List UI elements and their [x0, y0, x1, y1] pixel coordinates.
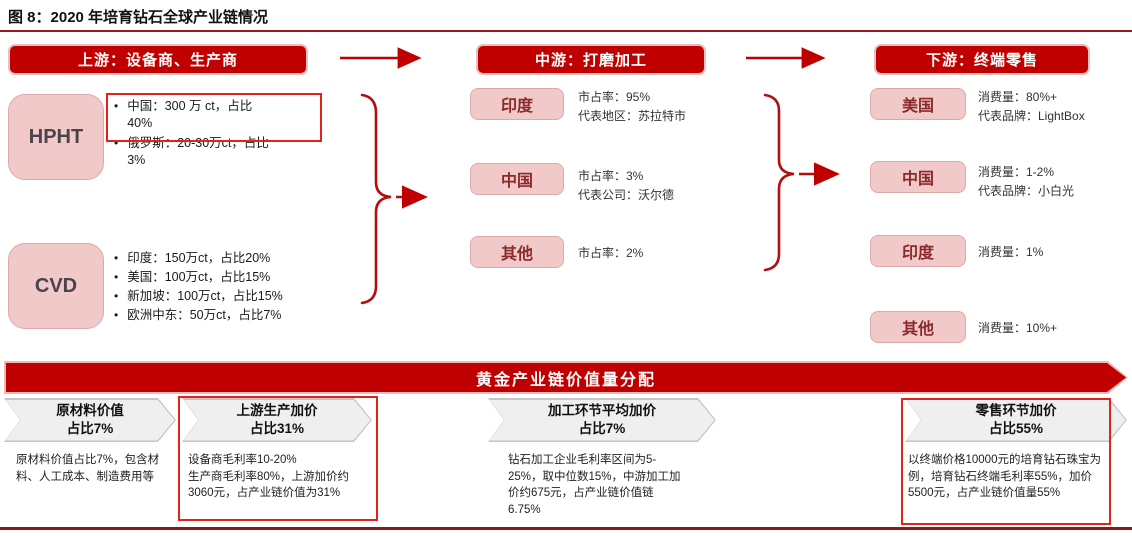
stage-raw-material-desc: 原材料价值占比7%，包含材料、人工成本、制造费用等: [16, 454, 160, 483]
downstream-tag-others: 其他: [870, 311, 966, 343]
stage-retail-markup-desc: 以终端价格10000元的培育钻石珠宝为例，培育钻石终端毛利率55%，加价5500…: [908, 454, 1101, 500]
stage-processing-markup: 加工环节平均加价 占比7%: [488, 398, 716, 442]
midstream-tag-others: 其他: [470, 236, 564, 268]
downstream-tag-usa: 美国: [870, 88, 966, 120]
highlight-box-upstream-markup: [178, 396, 378, 521]
downstream-tag-china: 中国: [870, 161, 966, 193]
stage-retail-markup-title: 零售环节加价 占比55%: [907, 400, 1126, 441]
cvd-bullet-india-text: 印度：150万ct，占比20%: [127, 251, 271, 265]
hpht-bullet-russia: 俄罗斯：20-30万ct，占比 3%: [114, 135, 326, 169]
cvd-bullet-india: 印度：150万ct，占比20%: [114, 250, 348, 267]
stage-upstream-markup-desc: 设备商毛利率10-20% 生产商毛利率80%，上游加价约3060元，占产业链价值…: [188, 454, 350, 500]
cvd-bullet-usa-text: 美国：100万ct，占比15%: [127, 269, 271, 284]
midstream-info-india: 市占率：95% 代表地区：苏拉特市: [578, 90, 687, 123]
upstream-header: 上游：设备商、生产商: [8, 44, 308, 75]
hpht-bullet-list: 中国：300 万 ct，占比 40% 俄罗斯：20-30万ct，占比 3%: [114, 98, 326, 169]
midstream-header: 中游：打磨加工: [476, 44, 706, 75]
figure-title: 图 8：2020 年培育钻石全球产业链情况: [8, 9, 269, 26]
stage-processing-markup-title: 加工环节平均加价 占比7%: [490, 400, 715, 441]
hpht-bullet-china: 中国：300 万 ct，占比 40%: [114, 98, 326, 132]
midstream-tag-china: 中国: [470, 163, 564, 195]
stage-raw-material: 原材料价值 占比7%: [4, 398, 176, 442]
cvd-bullet-list: 印度：150万ct，占比20% 美国：100万ct，占比15% 新加坡：100万…: [114, 250, 348, 324]
bottom-divider: [0, 527, 1132, 530]
cvd-bullet-singapore-text: 新加坡：100万ct，占比15%: [127, 288, 283, 303]
title-divider: [0, 30, 1132, 32]
stage-processing-markup-desc: 钻石加工企业毛利率区间为5-25%，取中位数15%，中游加工加价约675元，占产…: [508, 454, 681, 517]
stage-upstream-markup: 上游生产加价 占比31%: [182, 398, 372, 442]
value-chain-banner-text: 黄金产业链价值量分配: [6, 363, 1126, 392]
cvd-bullet-singapore: 新加坡：100万ct，占比15%: [114, 288, 348, 305]
downstream-info-others: 消费量：10%+: [978, 321, 1058, 335]
downstream-info-usa: 消费量：80%+ 代表品牌：LightBox: [978, 90, 1085, 123]
cvd-box: CVD: [8, 243, 104, 329]
hpht-box: HPHT: [8, 94, 104, 180]
stage-retail-markup: 零售环节加价 占比55%: [905, 398, 1127, 442]
brace-upstream: [360, 93, 392, 305]
downstream-info-china: 消费量：1-2% 代表品牌：小白光: [978, 165, 1075, 198]
downstream-tag-india: 印度: [870, 235, 966, 267]
midstream-info-china: 市占率：3% 代表公司：沃尔德: [578, 169, 675, 202]
highlight-box-retail-markup: [901, 398, 1111, 525]
hpht-bullet-russia-text: 俄罗斯：20-30万ct，占比 3%: [127, 135, 269, 167]
downstream-info-india: 消费量：1%: [978, 245, 1044, 259]
stage-upstream-markup-title: 上游生产加价 占比31%: [184, 400, 371, 441]
value-chain-banner: 黄金产业链价值量分配: [4, 361, 1128, 394]
cvd-bullet-usa: 美国：100万ct，占比15%: [114, 269, 348, 286]
hpht-bullet-china-text: 中国：300 万 ct，占比 40%: [127, 99, 253, 130]
downstream-header: 下游：终端零售: [874, 44, 1090, 75]
cvd-bullet-europe: 欧洲中东：50万ct，占比7%: [114, 307, 348, 324]
highlight-box-hpht-china: [106, 93, 322, 142]
brace-midstream: [763, 93, 795, 272]
midstream-tag-india: 印度: [470, 88, 564, 120]
midstream-info-others: 市占率：2%: [578, 246, 644, 260]
cvd-bullet-europe-text: 欧洲中东：50万ct，占比7%: [127, 307, 282, 322]
stage-raw-material-title: 原材料价值 占比7%: [6, 400, 175, 441]
